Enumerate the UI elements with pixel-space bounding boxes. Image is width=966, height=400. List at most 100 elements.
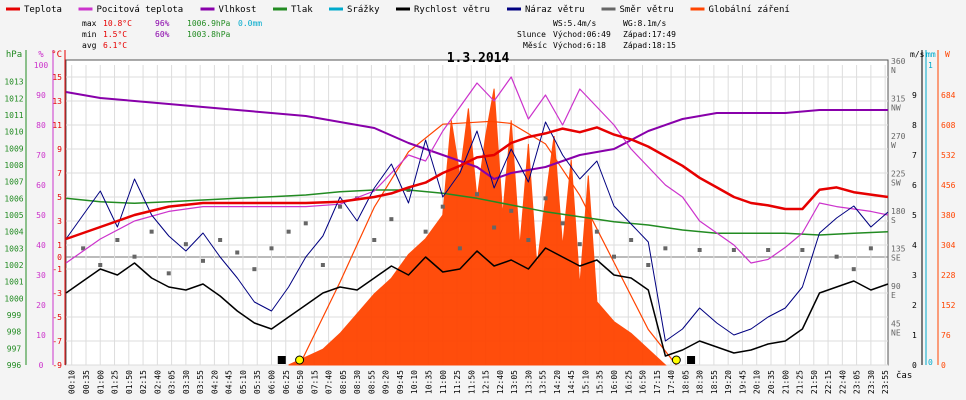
feels-like-line xyxy=(65,76,889,264)
pressure-tick-label: 1010 xyxy=(4,128,23,137)
x-tick-label: 00:10 xyxy=(68,370,77,394)
x-tick-label: 05:35 xyxy=(253,370,262,394)
moon-marker xyxy=(687,356,696,364)
x-tick-label: 08:55 xyxy=(367,370,376,394)
wind-direction-point xyxy=(457,246,462,251)
radiation-tick-label: 152 xyxy=(941,301,956,310)
x-tick-label: 13:30 xyxy=(524,370,533,394)
temperature-tick-label: 3 xyxy=(57,217,62,226)
x-tick-label: 16:50 xyxy=(639,370,648,394)
wind-dir-tick-label: 360 xyxy=(891,57,906,66)
clear-sky-radiation-line xyxy=(299,120,677,366)
axes: 00:10 00:35 01:00 01:25 01:50 02:15 02:40 03:05… xyxy=(4,50,956,394)
pressure-tick-label: 1003 xyxy=(4,244,23,253)
x-tick-label: 08:05 xyxy=(339,370,348,394)
radiation-area xyxy=(288,88,667,366)
wind-direction-point xyxy=(766,248,771,252)
x-tick-label: 07:40 xyxy=(325,370,334,394)
wind-direction-point xyxy=(98,263,103,267)
pressure-tick-label: 1002 xyxy=(4,261,23,270)
wind-speed-tick-label: 2 xyxy=(912,301,917,310)
wind-dir-compass-label: NW xyxy=(891,104,901,113)
humidity-tick-label: 50 xyxy=(36,211,46,220)
x-tick-label: 16:25 xyxy=(624,370,633,394)
wind-direction-point xyxy=(543,196,548,201)
legend-label: Směr větru xyxy=(620,5,674,15)
pressure-tick-label: 1007 xyxy=(4,178,23,187)
pressure-tick-label: 1011 xyxy=(4,111,23,120)
x-tick-label: 06:25 xyxy=(282,370,291,394)
wind-direction-point xyxy=(868,246,873,251)
moonset-value: Západ:18:15 xyxy=(623,41,676,50)
x-tick-label: 12:40 xyxy=(496,370,505,394)
wind-gust-line xyxy=(65,121,889,342)
x-tick-label: 07:15 xyxy=(310,370,319,394)
pressure-tick-label: 999 xyxy=(7,311,22,320)
wind-direction-point xyxy=(269,246,274,251)
humidity-tick-label: 70 xyxy=(36,151,46,160)
x-tick-label: 06:50 xyxy=(296,370,305,394)
humidity-tick-label: 60 xyxy=(36,181,46,190)
x-tick-label: 21:50 xyxy=(810,370,819,394)
radiation-axis-unit: W xyxy=(945,50,950,59)
x-tick-label: 19:20 xyxy=(724,370,733,394)
wind-dir-tick-label: 225 xyxy=(891,170,906,179)
humidity-tick-label: 30 xyxy=(36,271,46,280)
pressure-tick-label: 1013 xyxy=(4,78,23,87)
wind-dir-tick-label: 315 xyxy=(891,95,906,104)
wind-direction-point xyxy=(166,271,171,276)
temperature-tick-label: -3 xyxy=(52,289,62,298)
x-tick-label: 14:45 xyxy=(567,370,576,394)
x-tick-label: 20:35 xyxy=(767,370,776,394)
wind-dir-tick-label: 270 xyxy=(891,132,906,141)
wind-speed-info: WS:5.4m/s xyxy=(553,19,597,28)
header: Teplota Pocitová teplota Vlhkost Tlak Srážky… xyxy=(6,5,790,50)
humidity-tick-label: 40 xyxy=(36,241,46,250)
radiation-tick-label: 304 xyxy=(941,241,956,250)
temperature-tick-label: 1 xyxy=(57,241,62,250)
legend-label: Teplota xyxy=(24,5,62,15)
stats-row-label: max xyxy=(82,19,97,28)
wind-speed-tick-label: 9 xyxy=(912,91,917,100)
x-tick-label: 17:40 xyxy=(667,370,676,394)
wind-direction-point xyxy=(594,229,599,234)
wind-direction-point xyxy=(612,254,616,259)
wind-direction-point xyxy=(663,246,668,251)
wind-speed-tick-label: 8 xyxy=(912,121,917,130)
wind-direction-point xyxy=(218,238,223,242)
x-tick-label: 18:30 xyxy=(696,370,705,394)
temperature-tick-label: -7 xyxy=(52,337,62,346)
wind-dir-tick-label: 135 xyxy=(891,245,906,254)
x-tick-label: 15:35 xyxy=(596,370,605,394)
pressure-tick-label: 998 xyxy=(7,328,22,337)
wind-speed-tick-label: 1 xyxy=(912,331,917,340)
x-tick-label: 14:20 xyxy=(553,370,562,394)
rain-axis-unit: mm xyxy=(926,50,936,59)
pressure-tick-label: 996 xyxy=(7,361,22,370)
x-tick-label: 05:10 xyxy=(239,370,248,394)
radiation-tick-label: 532 xyxy=(941,151,956,160)
x-tick-label: 01:25 xyxy=(111,370,120,394)
x-tick-label: 09:20 xyxy=(382,370,391,394)
wind-direction-point xyxy=(303,221,308,226)
temperature-axis-unit: °C xyxy=(51,50,62,60)
humidity-tick-label: 10 xyxy=(36,331,46,340)
temperature-line xyxy=(65,126,889,241)
radiation-tick-label: 380 xyxy=(941,211,956,220)
x-tick-label: 21:25 xyxy=(796,370,805,394)
stats-value-rain: 0.0mm xyxy=(238,19,262,28)
pressure-tick-label: 1004 xyxy=(4,228,23,237)
wind-direction-point xyxy=(115,238,120,242)
temperature-tick-label: -9 xyxy=(52,361,62,370)
x-tick-label: 11:00 xyxy=(439,370,448,394)
stats-value-temp: 1.5°C xyxy=(103,30,127,39)
wind-speed-tick-label: 4 xyxy=(912,241,917,250)
moon-marker xyxy=(277,356,286,364)
wind-dir-compass-label: W xyxy=(891,141,896,150)
sunset-value: Západ:17:49 xyxy=(623,30,676,39)
x-tick-label: 22:40 xyxy=(838,370,847,394)
wind-gust-info: WG:8.1m/s xyxy=(623,19,667,28)
humidity-tick-label: 100 xyxy=(34,61,49,70)
wind-dir-tick-label: 90 xyxy=(891,282,901,291)
x-tick-label: 10:35 xyxy=(424,370,433,394)
